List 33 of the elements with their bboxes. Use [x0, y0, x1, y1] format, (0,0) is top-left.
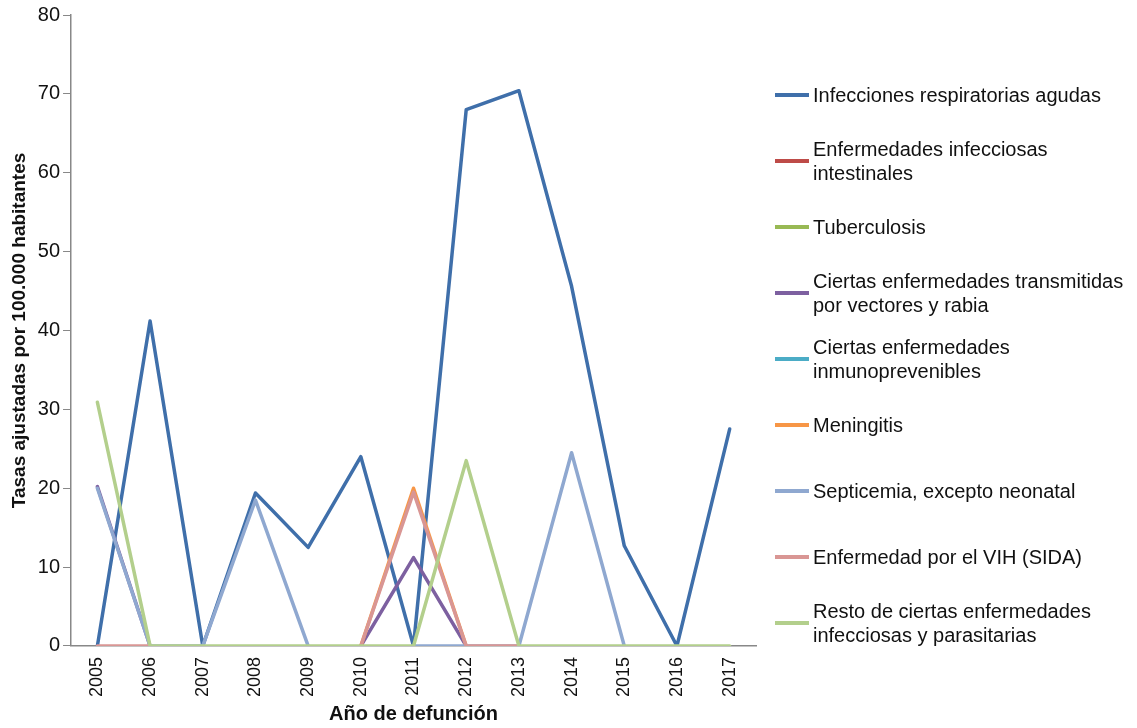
x-tick-label: 2013: [507, 656, 528, 697]
legend-label: Ciertas enfermedades inmunoprevenibles: [813, 335, 1011, 383]
x-axis-title: Año de defunción: [329, 701, 498, 724]
legend-label: Ciertas enfermedades transmitidas por vectores y rabia: [813, 269, 1125, 317]
x-tick-label: 2010: [349, 656, 370, 697]
y-tick-label: 40: [37, 317, 61, 340]
legend-label: Meningitis: [813, 413, 904, 437]
x-tick-label: 2015: [613, 656, 634, 697]
y-axis-title: Tasas ajustadas por 100.000 habitantes: [7, 152, 29, 509]
y-tick-label: 50: [37, 239, 61, 262]
legend-label: Resto de ciertas enfermedades infecciosas y parasitarias: [813, 599, 1092, 647]
x-tick-label: 2014: [560, 656, 581, 697]
x-tick-label: 2005: [86, 656, 107, 697]
legend-label: Tuberculosis: [813, 215, 926, 239]
x-tick-label: 2016: [665, 656, 686, 697]
legend-label: Enfermedad por el VIH (SIDA): [813, 545, 1082, 569]
x-tick-label: 2012: [455, 656, 476, 697]
y-tick-label: 0: [48, 633, 61, 656]
y-tick-label: 20: [37, 475, 61, 498]
x-tick-label: 2007: [191, 656, 212, 697]
y-tick-label: 80: [37, 2, 61, 25]
x-tick-label: 2017: [718, 656, 739, 697]
y-tick-label: 60: [37, 160, 61, 183]
legend-label: Infecciones respiratorias agudas: [813, 83, 1101, 107]
x-tick-label: 2011: [402, 656, 423, 696]
legend-label: Enfermedades infecciosas intestinales: [813, 137, 1049, 185]
y-tick-label: 70: [37, 81, 61, 104]
y-tick-label: 30: [37, 396, 61, 419]
x-tick-label: 2008: [244, 656, 265, 697]
legend-label: Septicemia, excepto neonatal: [813, 479, 1076, 503]
x-tick-label: 2009: [297, 656, 318, 697]
y-tick-label: 10: [37, 554, 61, 577]
x-tick-label: 2006: [139, 656, 160, 697]
